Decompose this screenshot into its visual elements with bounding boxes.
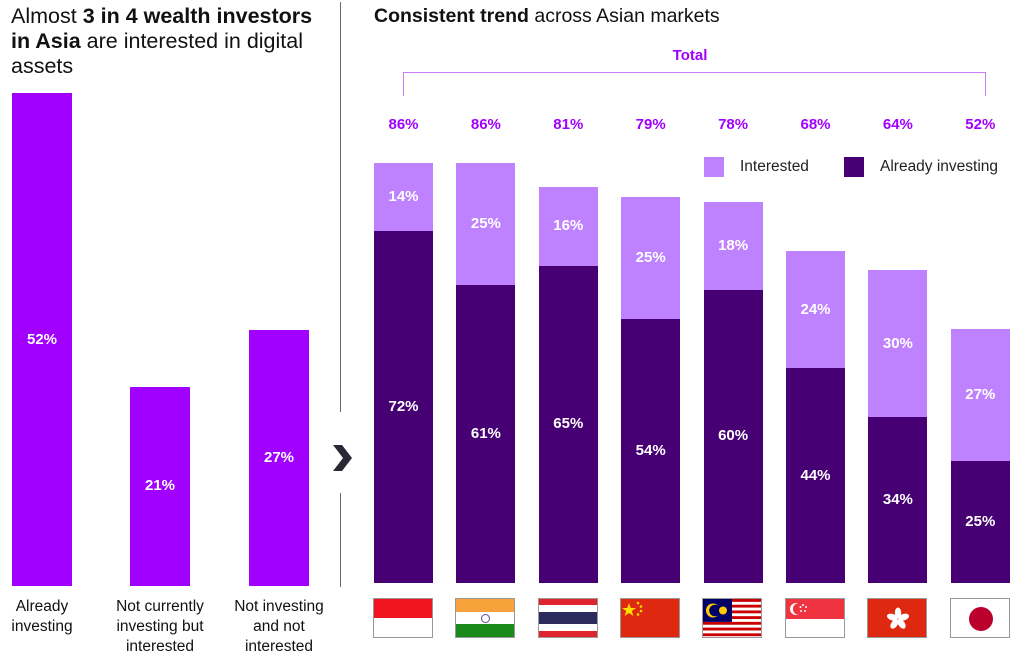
x-axis-label: Not currently investing but interested [100,597,220,657]
segment-label-interested: 14% [388,188,419,206]
legend-swatch-interested [704,157,724,177]
bar-segment-interested-hong-kong [868,270,928,417]
segment-label-already-investing: 72% [388,398,419,416]
x-axis-label-line: Already [15,598,69,615]
bar-segment-interested-malaysia [703,202,763,290]
left-chart-title: Almost 3 in 4 wealth investors in Asia a… [11,4,331,79]
divider-line [340,493,341,587]
right-title-bold: Consistent trend [374,5,529,27]
left-bar-chart: 52% Already investing 21% Not currently inves… [0,0,340,660]
left-title-suffix: are interested in digital assets [11,29,303,78]
segment-label-already-investing: 34% [882,490,913,508]
x-axis-label-line: and not [253,618,305,635]
bar-value-label: 21% [144,477,176,495]
bar-segment-already-investing-indonesia [374,231,433,583]
bar-segment-interested-singapore [786,250,845,369]
singapore-flag-icon [785,598,845,638]
bar-segment-interested-china [621,197,681,320]
segment-label-interested: 25% [470,215,501,233]
total-bracket [403,72,986,96]
segment-label-already-investing: 25% [965,512,996,530]
japan-flag-icon [950,598,1010,638]
bar-segment-interested-japan [950,329,1010,461]
bar-segment-already-investing-singapore [786,368,845,583]
bar-value-label: 27% [263,449,295,466]
legend-swatch-already-investing [844,157,864,177]
divider-line [340,2,341,412]
total-value-china: 79% [635,116,666,133]
bar-segment-already-investing-malaysia [703,289,763,583]
x-axis-label-line: Not investing [234,598,324,615]
segment-label-interested: 30% [882,334,913,352]
total-value-indonesia: 86% [388,116,419,133]
total-value-hong-kong: 64% [882,116,913,133]
bar-segment-interested-india [456,163,516,286]
segment-label-already-investing: 44% [800,466,831,484]
total-value-japan: 52% [965,116,996,133]
x-axis-label-line: investing but [116,618,204,635]
bar-not-investing-and-not-interested [249,330,309,586]
x-axis-label-line: Not currently [116,598,204,615]
segment-label-interested: 16% [553,217,584,235]
segment-label-already-investing: 61% [470,425,501,443]
hong-kong-flag-icon [867,598,927,638]
left-title-prefix: Almost [11,4,83,28]
left-title-bold: 3 in 4 wealth investors in Asia [11,4,313,53]
segment-label-interested: 27% [965,385,996,403]
total-value-singapore: 68% [800,116,831,133]
segment-label-interested: 24% [800,300,831,318]
legend-item-interested: Interested [704,157,809,177]
india-flag-icon [455,598,515,638]
china-flag-icon [620,598,680,638]
segment-label-already-investing: 65% [553,415,584,433]
bar-segment-interested-indonesia [374,163,433,232]
x-axis-label-line: interested [244,638,314,655]
right-chart-title: Consistent trend across Asian markets [374,4,720,28]
right-title-rest: across Asian markets [528,5,720,27]
total-label: Total [672,47,708,64]
x-axis-label-line: investing [11,618,73,635]
bar-already-investing [12,93,72,586]
segment-label-already-investing: 60% [718,427,749,445]
legend-label-already-investing: Already investing [880,158,999,175]
bar-segment-already-investing-hong-kong [868,416,928,583]
indonesia-flag-icon [373,598,433,638]
x-axis-label: Not investing and not interested [219,597,339,657]
malaysia-flag-icon [702,598,762,638]
bar-segment-already-investing-india [456,285,516,583]
segment-label-interested: 18% [718,237,749,255]
total-value-malaysia: 78% [718,116,749,133]
bar-segment-interested-thailand [538,187,598,266]
bar-value-label: 52% [26,330,58,348]
thailand-flag-icon [538,598,598,638]
bar-not-currently-investing-but-interested [130,386,190,586]
segment-label-interested: 25% [635,249,666,267]
bar-segment-already-investing-japan [950,460,1010,583]
bar-segment-already-investing-china [621,319,681,583]
x-axis-label: Already investing [0,597,102,637]
total-value-thailand: 81% [553,116,584,133]
chevron-right-icon [333,445,352,471]
total-value-india: 86% [470,116,501,133]
segment-label-already-investing: 54% [635,442,666,460]
legend-item-already-investing: Already investing [844,157,998,177]
x-axis-label-line: interested [125,638,195,655]
bar-segment-already-investing-thailand [538,265,598,583]
legend-label-interested: Interested [740,158,809,175]
